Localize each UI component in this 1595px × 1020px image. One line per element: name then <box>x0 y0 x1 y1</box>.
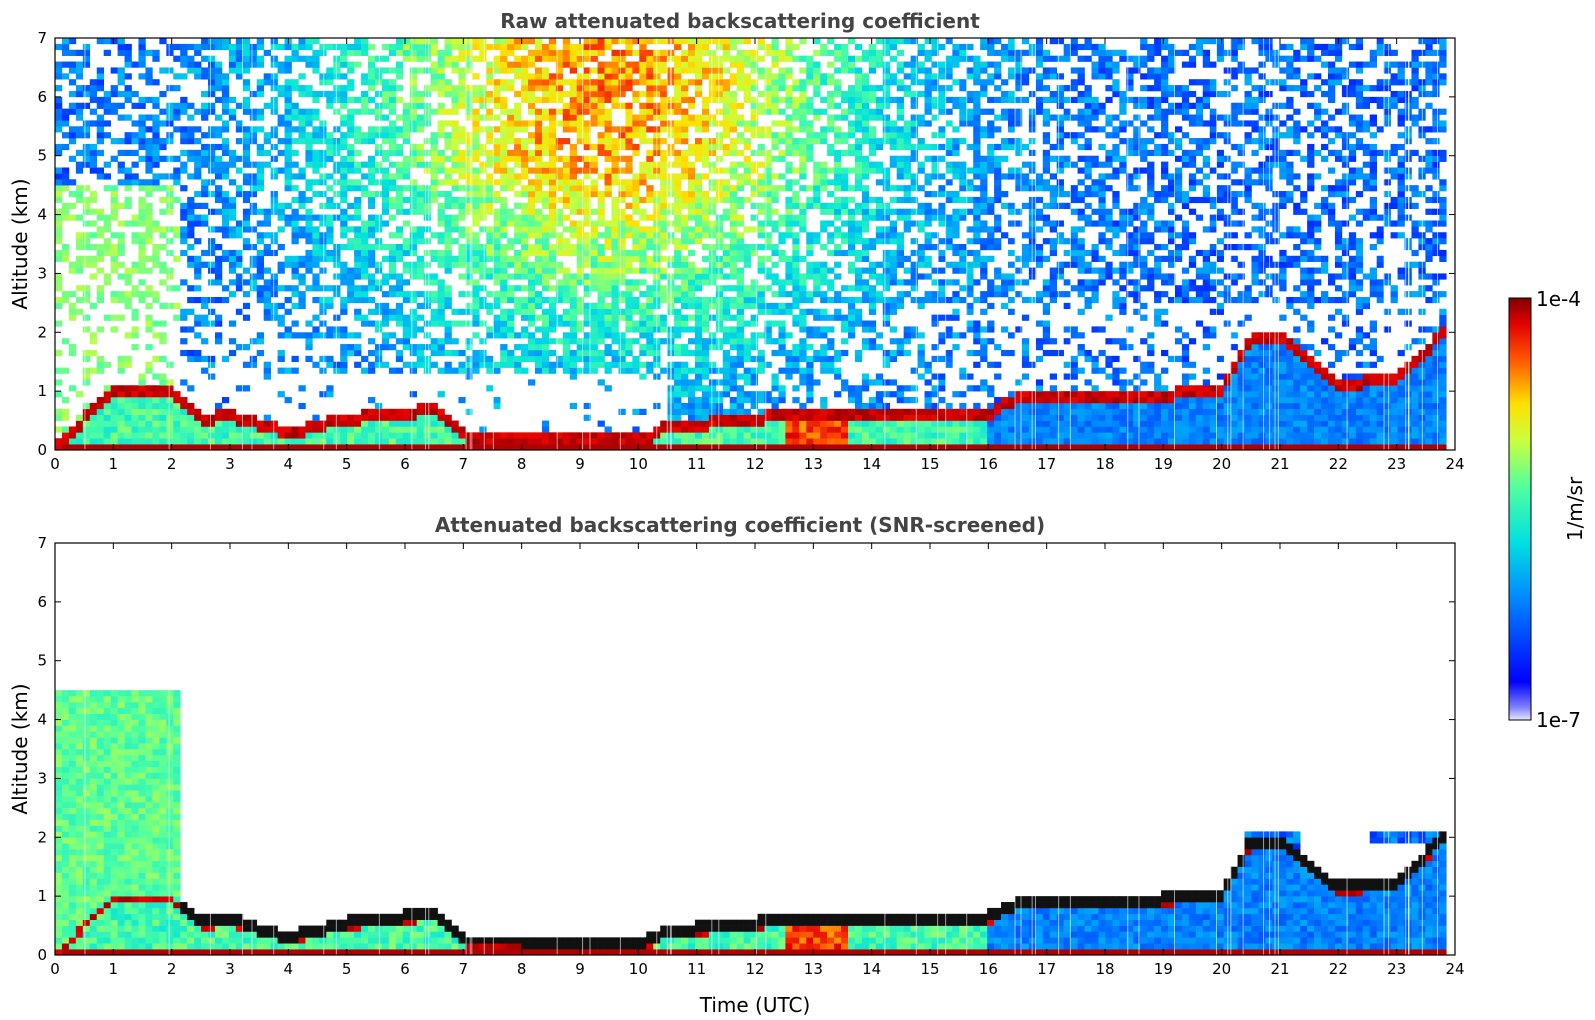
y-tick-label: 2 <box>37 828 47 846</box>
x-tick-label: 21 <box>1270 960 1289 978</box>
y-tick-label: 7 <box>37 29 47 47</box>
x-tick-label: 24 <box>1445 960 1464 978</box>
x-tick-label: 5 <box>342 455 352 473</box>
y-tick-label: 1 <box>37 887 47 905</box>
x-tick-label: 0 <box>50 960 60 978</box>
y-tick-label: 5 <box>37 652 47 670</box>
x-tick-label: 2 <box>167 960 177 978</box>
x-tick-label: 10 <box>629 960 648 978</box>
x-tick-label: 20 <box>1212 455 1231 473</box>
x-tick-label: 15 <box>920 455 939 473</box>
x-tick-label: 18 <box>1095 960 1114 978</box>
x-tick-label: 11 <box>687 960 706 978</box>
x-tick-label: 24 <box>1445 455 1464 473</box>
x-tick-label: 7 <box>459 960 469 978</box>
x-tick-label: 12 <box>745 455 764 473</box>
y-tick-label: 6 <box>37 593 47 611</box>
y-tick-label: 3 <box>37 769 47 787</box>
y-tick-label: 3 <box>37 264 47 282</box>
x-tick-label: 2 <box>167 455 177 473</box>
x-tick-label: 16 <box>979 455 998 473</box>
y-tick-label: 1 <box>37 382 47 400</box>
x-tick-label: 23 <box>1387 960 1406 978</box>
x-tick-label: 6 <box>400 960 410 978</box>
snr-heatmap <box>55 543 1447 956</box>
x-tick-label: 13 <box>804 960 823 978</box>
y-tick-label: 0 <box>37 946 47 964</box>
x-tick-label: 14 <box>862 455 881 473</box>
x-tick-label: 19 <box>1154 455 1173 473</box>
x-tick-label: 4 <box>284 960 294 978</box>
x-tick-label: 0 <box>50 455 60 473</box>
x-tick-label: 10 <box>629 455 648 473</box>
y-tick-label: 0 <box>37 441 47 459</box>
x-tick-label: 4 <box>284 455 294 473</box>
y-tick-label: 5 <box>37 147 47 165</box>
snr-panel-title: Attenuated backscattering coefficient (S… <box>435 513 1045 537</box>
x-tick-label: 7 <box>459 455 469 473</box>
x-tick-label: 8 <box>517 960 527 978</box>
x-tick-label: 18 <box>1095 455 1114 473</box>
x-tick-label: 3 <box>225 960 235 978</box>
x-tick-label: 14 <box>862 960 881 978</box>
x-tick-label: 23 <box>1387 455 1406 473</box>
x-tick-label: 11 <box>687 455 706 473</box>
colorbar-min-label: 1e-7 <box>1536 708 1581 732</box>
colorbar-max-label: 1e-4 <box>1536 287 1581 311</box>
snr-axes-ticks: 0 1 2 3 4 5 6 7 8 9 10 11 12 13 14 15 16 17 18 19 20 21 22 23 24… <box>37 534 1464 978</box>
x-tick-label: 22 <box>1329 455 1348 473</box>
x-tick-label: 6 <box>400 455 410 473</box>
x-tick-label: 21 <box>1270 455 1289 473</box>
x-tick-label: 5 <box>342 960 352 978</box>
y-tick-label: 7 <box>37 534 47 552</box>
x-tick-label: 17 <box>1037 960 1056 978</box>
x-tick-label: 1 <box>109 960 119 978</box>
x-tick-label: 20 <box>1212 960 1231 978</box>
x-tick-label: 17 <box>1037 455 1056 473</box>
x-tick-label: 15 <box>920 960 939 978</box>
y-tick-label: 4 <box>37 711 47 729</box>
x-tick-label: 9 <box>575 455 585 473</box>
raw-axes-ticks: 0 1 2 3 4 5 6 7 8 9 10 11 12 13 14 15 16 17 18 19 20 21 22 23 24… <box>37 29 1464 473</box>
panel-raw: Raw attenuated backscattering coefficien… <box>8 9 1465 473</box>
colorbar-unit-label: 1/m/sr <box>1563 476 1587 541</box>
colorbar-gradient <box>1508 297 1532 721</box>
x-tick-label: 19 <box>1154 960 1173 978</box>
colorbar: 1e-4 1e-7 1/m/sr <box>1508 287 1587 732</box>
raw-panel-title: Raw attenuated backscattering coefficien… <box>500 9 980 33</box>
raw-heatmap <box>55 38 1447 451</box>
x-tick-label: 22 <box>1329 960 1348 978</box>
y-tick-label: 2 <box>37 323 47 341</box>
x-tick-label: 13 <box>804 455 823 473</box>
snr-ylabel: Altitude (km) <box>8 683 32 814</box>
x-tick-label: 16 <box>979 960 998 978</box>
y-tick-label: 4 <box>37 206 47 224</box>
time-xlabel: Time (UTC) <box>699 993 811 1017</box>
y-tick-label: 6 <box>37 88 47 106</box>
x-tick-label: 1 <box>109 455 119 473</box>
x-tick-label: 8 <box>517 455 527 473</box>
panel-snr: Attenuated backscattering coefficient (S… <box>8 513 1465 1017</box>
raw-ylabel: Altitude (km) <box>8 178 32 309</box>
x-tick-label: 9 <box>575 960 585 978</box>
x-tick-label: 3 <box>225 455 235 473</box>
x-tick-label: 12 <box>745 960 764 978</box>
